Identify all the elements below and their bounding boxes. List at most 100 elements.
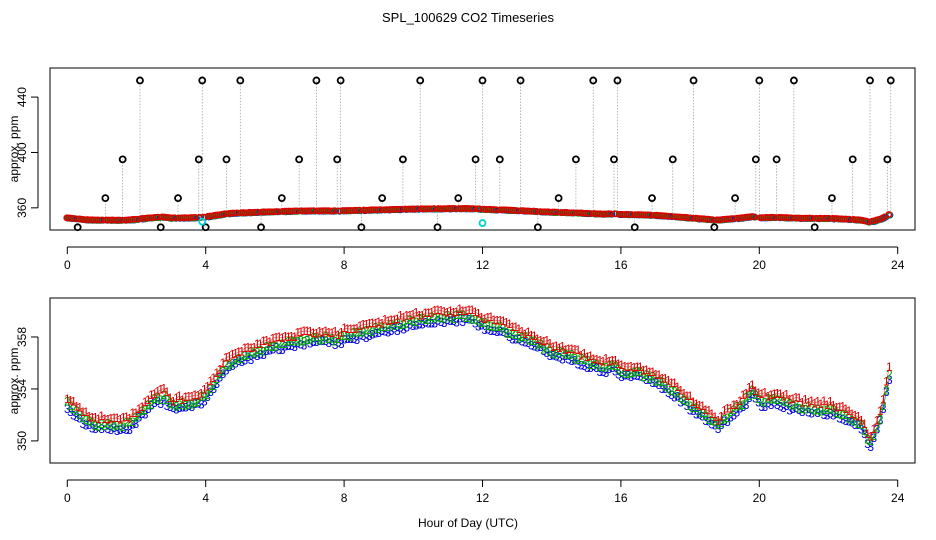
bottom-series-2-point: 2 [765, 392, 772, 406]
spike-point [630, 223, 639, 232]
spike-point [751, 155, 760, 164]
bottom-series-1-point: 1 [681, 387, 688, 401]
bottom-series-1-point: 1 [659, 371, 666, 385]
bottom-series-2-point: 2 [743, 390, 750, 404]
bottom-series-3-point: 3 [111, 421, 118, 435]
bottom-x-tick-label: 4 [202, 491, 209, 505]
bottom-series-2-point: 2 [114, 419, 121, 433]
bottom-series-2-point: 2 [575, 353, 582, 367]
bottom-series-3-point: 3 [273, 341, 280, 355]
bottom-series-2-point: 2 [718, 416, 725, 430]
bottom-series-3-point: 3 [615, 368, 622, 382]
bottom-series-2-point: 2 [260, 344, 267, 358]
bottom-series-3-point: 3 [556, 350, 563, 364]
bottom-series-2-point: 2 [276, 337, 283, 351]
bottom-series-1-point: 1 [201, 382, 208, 396]
bottom-series-1-point: 1 [755, 386, 762, 400]
bottom-series-2-point: 2 [500, 322, 507, 336]
spike-point [118, 155, 127, 164]
bottom-series-1-point: 1 [802, 392, 809, 406]
bottom-series-2-point: 2 [821, 403, 828, 417]
bottom-series-1-point: 1 [780, 390, 787, 404]
bottom-series-2-point: 2 [758, 394, 765, 408]
bottom-series-3-point: 3 [101, 420, 108, 434]
bottom-series-1-point: 1 [730, 398, 737, 412]
bottom-series-2-point: 2 [170, 398, 177, 412]
bottom-series-1-point: 1 [148, 388, 155, 402]
spike-point [378, 194, 387, 203]
bottom-series-2-point: 2 [733, 400, 740, 414]
bottom-series-2-point: 2 [681, 393, 688, 407]
spike-point [533, 223, 542, 232]
bottom-series-1-point: 1 [428, 306, 435, 320]
bottom-series-1-point: 1 [687, 389, 694, 403]
bottom-series-1-point: 1 [413, 305, 420, 319]
bottom-series-1-point: 1 [746, 380, 753, 394]
bottom-series-1-point: 1 [519, 325, 526, 339]
spike-point [731, 194, 739, 203]
bottom-series-2-point: 2 [659, 375, 666, 389]
bottom-series-3-point: 3 [210, 382, 217, 396]
bottom-series-2-point: 2 [870, 429, 877, 443]
bottom-series-3-point: 3 [771, 396, 778, 410]
bottom-series-2-point: 2 [522, 330, 529, 344]
bottom-series-1-point: 1 [310, 326, 317, 340]
bottom-series-3-point: 3 [276, 343, 283, 357]
bottom-series-1-point: 1 [285, 330, 292, 344]
bottom-series-3-point: 3 [581, 359, 588, 373]
bottom-series-2-point: 2 [307, 333, 314, 347]
bottom-series-1-point: 1 [674, 380, 681, 394]
bottom-series-3-point: 3 [877, 414, 884, 428]
bottom-series-1-point: 1 [123, 410, 130, 424]
bottom-series-3-point: 3 [715, 422, 722, 436]
bottom-panel: 3333333333333333333333333333333333333333… [7, 297, 916, 505]
bottom-series-2-point: 2 [316, 333, 323, 347]
bottom-series-1-point: 1 [298, 325, 305, 339]
bottom-series-1-point: 1 [733, 397, 740, 411]
bottom-series-2-point: 2 [176, 398, 183, 412]
bottom-series-3-point: 3 [310, 335, 317, 349]
bottom-series-1-point: 1 [740, 388, 747, 402]
bottom-series-3-point: 3 [123, 423, 130, 437]
bottom-series-3-point: 3 [883, 385, 890, 399]
bottom-series-1-point: 1 [540, 334, 547, 348]
bottom-series-2-point: 2 [129, 415, 136, 429]
bottom-series-2-point: 2 [565, 348, 572, 362]
bottom-series-2-point: 2 [649, 370, 656, 384]
bottom-series-3-point: 3 [718, 418, 725, 432]
bottom-series-2-point: 2 [631, 366, 638, 380]
bottom-y-tick-label: 358 [15, 327, 29, 347]
bottom-series-1-point: 1 [693, 397, 700, 411]
bottom-series-2-point: 2 [431, 311, 438, 325]
bottom-series-3-point: 3 [400, 322, 407, 336]
bottom-series-3-point: 3 [537, 340, 544, 354]
bottom-series-1-point: 1 [76, 401, 83, 415]
bottom-series-1-point: 1 [665, 374, 672, 388]
bottom-series-3-point: 3 [167, 400, 174, 414]
bottom-series-3-point: 3 [463, 312, 470, 326]
bottom-series-1-point: 1 [108, 412, 115, 426]
top-data-marks [63, 76, 895, 232]
bottom-series-1-point: 1 [596, 353, 603, 367]
bottom-series-2-point: 2 [435, 310, 442, 324]
bottom-series-2-point: 2 [95, 419, 102, 433]
bottom-series-2-point: 2 [263, 340, 270, 354]
bottom-series-2-point: 2 [818, 404, 825, 418]
bottom-series-3-point: 3 [254, 349, 261, 363]
bottom-series-3-point: 3 [313, 335, 320, 349]
bottom-series-1-point: 1 [649, 365, 656, 379]
bottom-series-1-point: 1 [749, 378, 756, 392]
bottom-series-3-point: 3 [397, 321, 404, 335]
bottom-series-1-point: 1 [64, 392, 71, 406]
spike-point [516, 76, 525, 85]
bottom-series-3-point: 3 [335, 335, 342, 349]
bottom-series-2-point: 2 [241, 349, 248, 363]
bottom-series-2-point: 2 [603, 361, 610, 375]
bottom-series-1-point: 1 [217, 363, 224, 377]
bottom-series-2-point: 2 [540, 342, 547, 356]
spike-point [416, 76, 425, 85]
bottom-series-2-point: 2 [534, 338, 541, 352]
bottom-series-1-point: 1 [316, 324, 323, 338]
bottom-series-2-point: 2 [310, 331, 317, 345]
bottom-series-2-point: 2 [279, 337, 286, 351]
